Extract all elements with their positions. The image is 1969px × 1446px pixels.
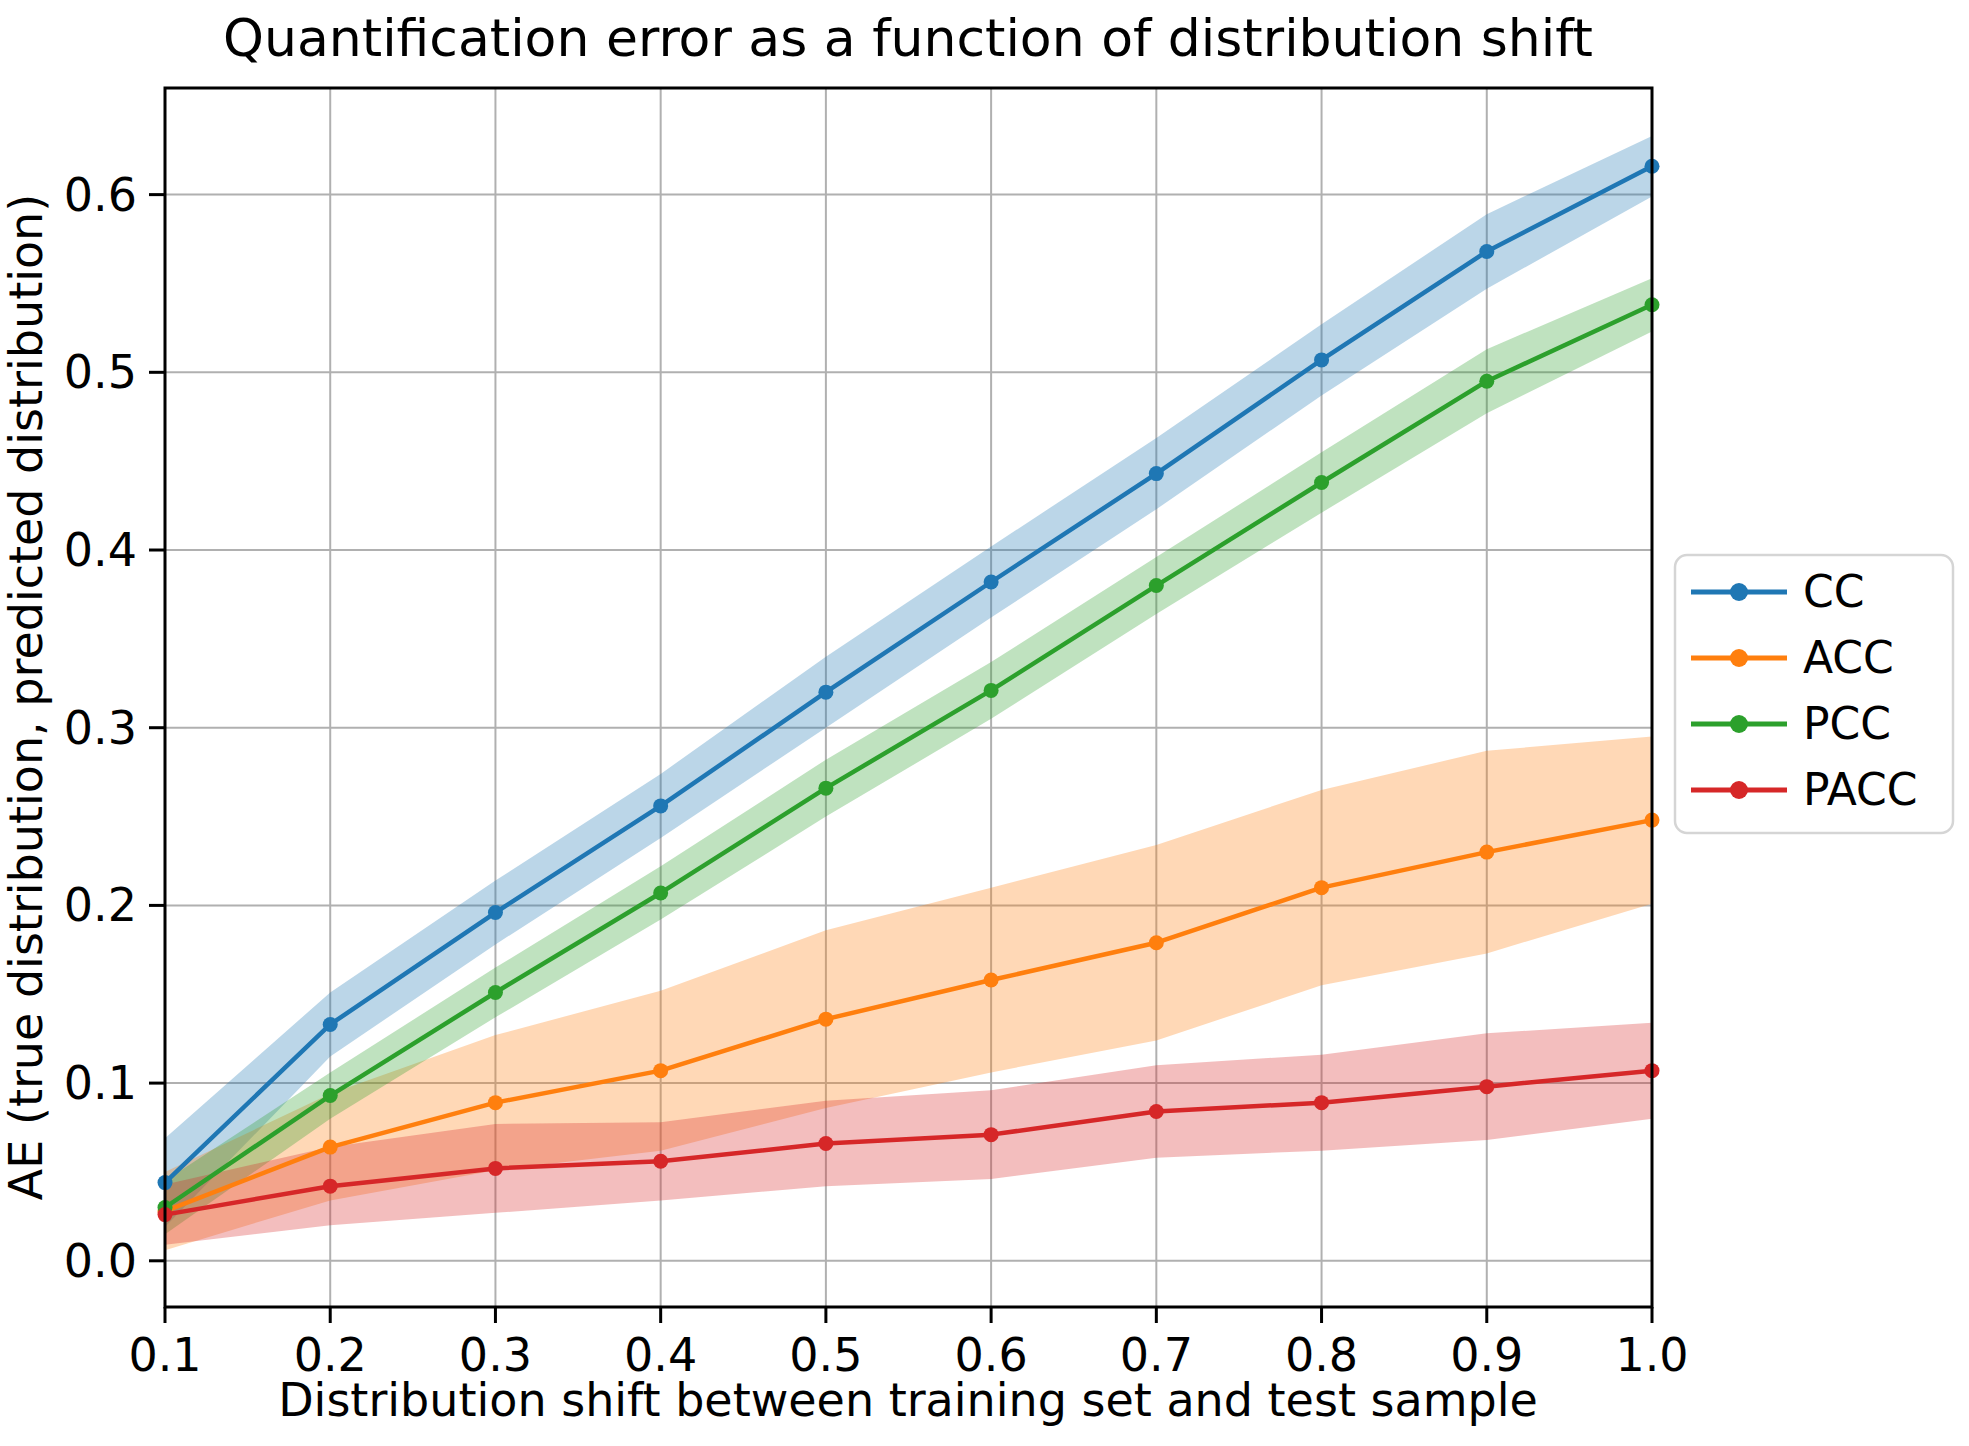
chart-title: Quantification error as a function of di… bbox=[223, 8, 1593, 68]
data-point-acc bbox=[1479, 845, 1494, 860]
data-point-acc bbox=[323, 1140, 338, 1155]
data-point-pcc bbox=[984, 683, 999, 698]
data-point-acc bbox=[984, 973, 999, 988]
y-tick-label: 0.2 bbox=[64, 878, 137, 932]
quantification-error-chart: 0.10.20.30.40.50.60.70.80.91.00.00.10.20… bbox=[0, 0, 1969, 1446]
data-point-acc bbox=[1149, 935, 1164, 950]
data-point-cc bbox=[488, 905, 503, 920]
y-tick-label: 0.0 bbox=[64, 1234, 137, 1288]
data-point-pacc bbox=[818, 1136, 833, 1151]
data-point-pcc bbox=[488, 985, 503, 1000]
data-point-cc bbox=[984, 574, 999, 589]
data-point-acc bbox=[1314, 880, 1329, 895]
data-point-pacc bbox=[1314, 1095, 1329, 1110]
y-tick-label: 0.1 bbox=[64, 1056, 137, 1110]
data-point-pcc bbox=[653, 885, 668, 900]
data-point-pcc bbox=[1149, 578, 1164, 593]
data-point-pcc bbox=[1479, 374, 1494, 389]
legend-label-acc: ACC bbox=[1803, 632, 1894, 683]
legend-marker-cc bbox=[1730, 583, 1748, 601]
legend-marker-pcc bbox=[1730, 715, 1748, 733]
data-point-cc bbox=[1314, 352, 1329, 367]
figure: 0.10.20.30.40.50.60.70.80.91.00.00.10.20… bbox=[0, 0, 1969, 1446]
data-point-pacc bbox=[1149, 1104, 1164, 1119]
data-point-pacc bbox=[984, 1127, 999, 1142]
x-tick-label: 0.1 bbox=[128, 1328, 201, 1382]
legend-label-pacc: PACC bbox=[1803, 764, 1918, 815]
data-point-acc bbox=[818, 1012, 833, 1027]
legend-marker-acc bbox=[1730, 649, 1748, 667]
data-point-pcc bbox=[1314, 475, 1329, 490]
legend-label-pcc: PCC bbox=[1803, 698, 1891, 749]
data-point-cc bbox=[1479, 244, 1494, 259]
data-point-pacc bbox=[323, 1179, 338, 1194]
data-point-cc bbox=[653, 798, 668, 813]
data-point-pacc bbox=[653, 1154, 668, 1169]
data-point-acc bbox=[488, 1095, 503, 1110]
y-tick-label: 0.6 bbox=[64, 168, 137, 222]
y-tick-label: 0.5 bbox=[64, 345, 137, 399]
data-point-cc bbox=[323, 1017, 338, 1032]
x-tick-label: 1.0 bbox=[1615, 1328, 1688, 1382]
data-point-pacc bbox=[1479, 1079, 1494, 1094]
confidence-bands-layer bbox=[165, 136, 1652, 1250]
data-point-cc bbox=[818, 685, 833, 700]
data-point-cc bbox=[1149, 466, 1164, 481]
data-point-pcc bbox=[818, 781, 833, 796]
x-axis-label: Distribution shift between training set … bbox=[278, 1373, 1538, 1427]
y-tick-label: 0.3 bbox=[64, 701, 137, 755]
legend-label-cc: CC bbox=[1803, 566, 1864, 617]
legend: CC ACC PCC PACC bbox=[1675, 555, 1953, 833]
data-point-acc bbox=[653, 1063, 668, 1078]
y-axis-label: AE (true distribution, predicted distrib… bbox=[0, 194, 53, 1200]
legend-marker-pacc bbox=[1730, 781, 1748, 799]
data-point-pacc bbox=[488, 1161, 503, 1176]
data-point-pcc bbox=[323, 1088, 338, 1103]
y-tick-label: 0.4 bbox=[64, 523, 137, 577]
